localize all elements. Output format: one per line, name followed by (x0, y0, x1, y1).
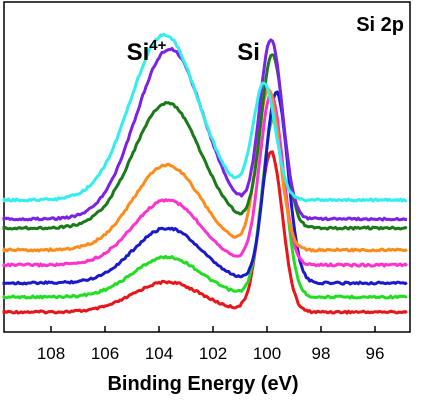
spectrum-series-8 (2, 32, 408, 203)
x-tick-label: 100 (253, 344, 281, 363)
x-tick-label: 102 (199, 344, 227, 363)
x-tick-label: 98 (312, 344, 331, 363)
x-tick-label: 96 (366, 344, 385, 363)
x-tick-label: 108 (37, 344, 65, 363)
spectrum-series-1 (2, 150, 408, 315)
peak-annotation-2: Si (237, 39, 260, 66)
spectrum-series-6 (2, 53, 408, 231)
plot-frame (3, 1, 411, 333)
spectrum-series-4 (2, 92, 408, 268)
x-tick-label: 106 (91, 344, 119, 363)
spectrum-series-3 (2, 90, 408, 286)
annotation-layer: Si4+ Si (127, 37, 260, 66)
x-axis-label: Binding Energy (eV) (107, 373, 298, 395)
panel-label: Si 2p (356, 14, 404, 36)
spectrum-series-7 (2, 38, 408, 222)
spectrum-series-2 (2, 114, 408, 300)
x-axis-ticks: 108 106 104 102 100 98 96 (37, 326, 385, 363)
series-layer (2, 32, 408, 315)
spectrum-series-5 (2, 87, 408, 253)
x-tick-label: 104 (145, 344, 173, 363)
peak-annotation-1: Si4+ (127, 37, 167, 66)
